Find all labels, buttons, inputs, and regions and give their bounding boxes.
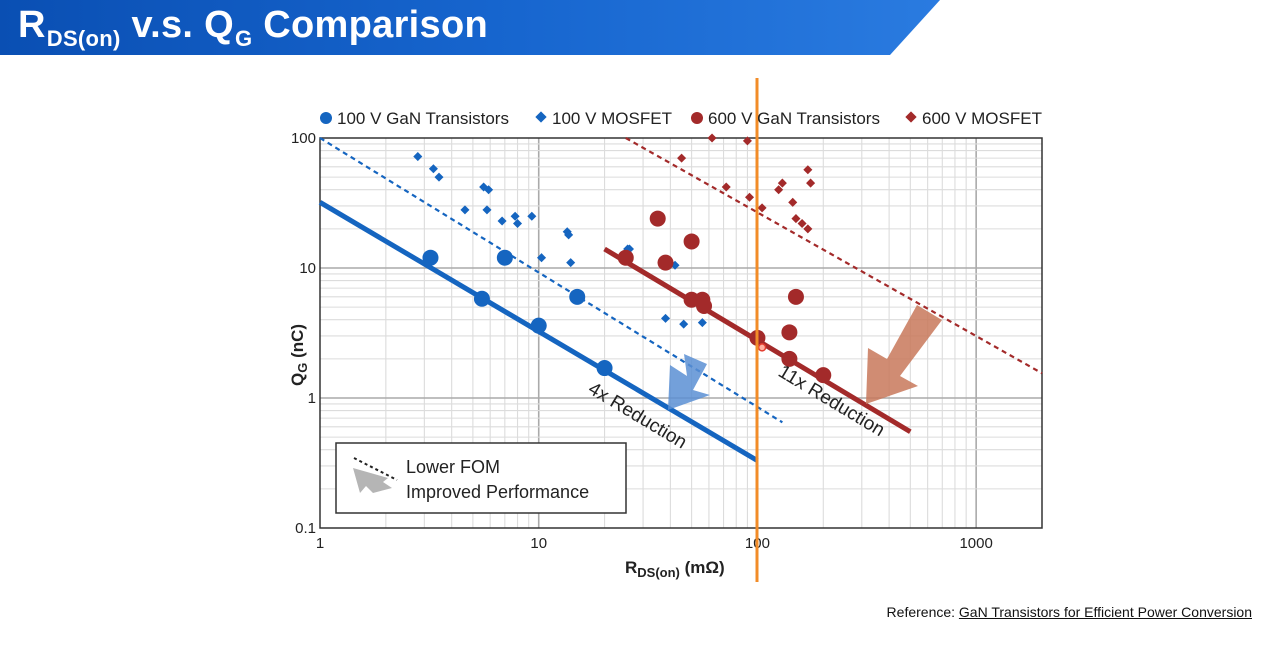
fom-dashed-icon xyxy=(353,457,398,481)
data-point-diamond xyxy=(537,253,547,263)
legend-label: 100 V MOSFET xyxy=(552,109,672,128)
legend-item-100v-mosfet: 100 V MOSFET xyxy=(535,109,672,128)
data-point-diamond xyxy=(806,178,816,188)
legend-marker-diamond-blue xyxy=(535,111,547,123)
data-point-circle xyxy=(683,233,700,250)
reference-link[interactable]: GaN Transistors for Efficient Power Conv… xyxy=(958,604,1252,620)
data-point-diamond xyxy=(803,224,813,234)
data-point-circle xyxy=(596,360,613,377)
y-tick-label: 1 xyxy=(308,390,316,407)
legend-label: 100 V GaN Transistors xyxy=(337,109,509,128)
data-point-circle xyxy=(781,324,798,341)
data-point-diamond xyxy=(774,185,784,195)
data-point-diamond xyxy=(434,172,444,182)
cursor-highlight-dot xyxy=(757,343,767,352)
data-point-diamond xyxy=(512,218,523,229)
data-point-circle xyxy=(657,254,674,271)
data-point-diamond xyxy=(677,153,687,163)
x-tick-label: 10 xyxy=(530,535,547,552)
legend-marker-circle-red xyxy=(691,112,703,124)
data-point-circle xyxy=(696,298,713,315)
data-point-circle xyxy=(473,290,490,307)
fom-line-2: Improved Performance xyxy=(406,482,589,502)
data-point-circle xyxy=(787,288,804,305)
x-axis-title: RDS(on) (mΩ) xyxy=(625,558,725,580)
fom-legend-box: Lower FOM Improved Performance xyxy=(335,442,627,514)
data-point-diamond xyxy=(777,178,787,188)
data-point-diamond xyxy=(707,133,717,143)
trend-line xyxy=(319,137,783,424)
data-point-diamond xyxy=(566,258,576,268)
data-point-diamond xyxy=(791,214,801,224)
data-point-circle xyxy=(617,249,634,266)
legend-label: 600 V MOSFET xyxy=(922,109,1042,128)
x-tick-label: 1000 xyxy=(959,535,992,552)
data-point-circle xyxy=(649,210,666,227)
legend-marker-circle-blue xyxy=(320,112,332,124)
legend-item-100v-gan: 100 V GaN Transistors xyxy=(320,109,509,128)
data-point-diamond xyxy=(661,313,671,323)
y-tick-label: 100 xyxy=(291,130,316,147)
data-point-diamond xyxy=(679,319,689,329)
trend-line xyxy=(625,137,1043,375)
data-point-diamond xyxy=(428,164,438,174)
chart-legend: 100 V GaN Transistors 100 V MOSFET 600 V… xyxy=(320,109,1042,128)
data-point-circle xyxy=(422,249,439,266)
legend-item-600v-mosfet: 600 V MOSFET xyxy=(905,109,1042,128)
y-tick-label: 10 xyxy=(299,260,316,277)
data-point-diamond xyxy=(510,211,520,221)
x-tick-label: 1 xyxy=(316,535,324,552)
y-axis-title: QG (nC) xyxy=(288,324,310,386)
fom-line-1: Lower FOM xyxy=(406,457,500,477)
data-point-diamond xyxy=(744,192,755,202)
data-point-diamond xyxy=(797,218,807,229)
title-banner xyxy=(0,0,940,55)
data-point-diamond xyxy=(413,152,423,162)
data-point-diamond xyxy=(460,205,470,215)
data-point-diamond xyxy=(803,165,813,175)
slide-title: RDS(on) v.s. QG Comparison xyxy=(18,4,488,51)
data-point-circle xyxy=(815,367,832,384)
y-tick-label: 0.1 xyxy=(295,520,316,537)
data-point-circle xyxy=(496,249,513,266)
fom-arrow-icon xyxy=(353,468,392,493)
data-point-diamond xyxy=(757,203,767,213)
legend-marker-diamond-red xyxy=(905,111,917,123)
fit-lines xyxy=(318,137,1043,463)
reference-note: Reference: GaN Transistors for Efficient… xyxy=(886,604,1252,620)
legend-item-600v-gan: 600 V GaN Transistors xyxy=(691,109,880,128)
data-point-circle xyxy=(569,288,586,305)
red-reduction-arrow xyxy=(866,305,942,404)
blue-reduction-arrow xyxy=(668,354,710,410)
data-point-circle xyxy=(530,317,547,334)
plot-frame xyxy=(319,137,1043,529)
data-point-circle xyxy=(781,350,798,367)
legend-label: 600 V GaN Transistors xyxy=(708,109,880,128)
